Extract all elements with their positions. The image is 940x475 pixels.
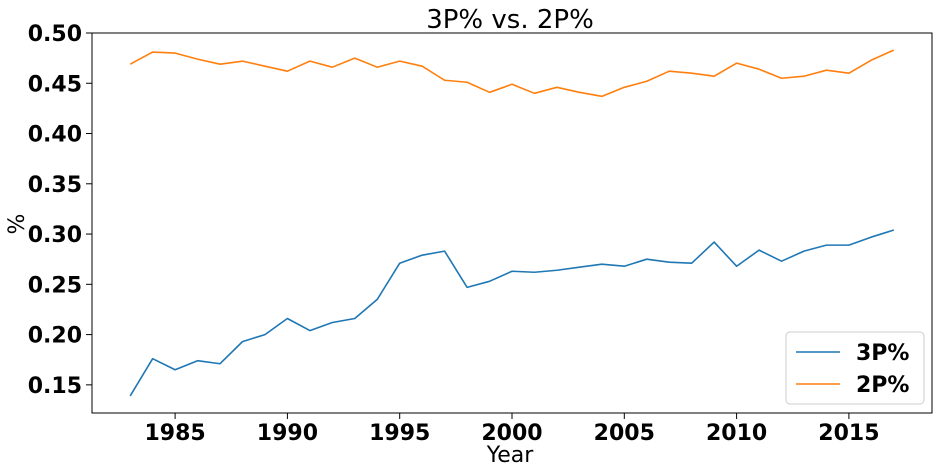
legend-label-3p: 3P%	[856, 341, 909, 366]
series-layer	[129, 49, 895, 397]
y-tick-label: 0.45	[28, 72, 82, 97]
x-tick-label: 1990	[257, 421, 318, 446]
x-tick-label: 2005	[594, 421, 655, 446]
series-line-3p	[129, 229, 895, 397]
y-tick-label: 0.30	[28, 223, 82, 248]
y-axis-label: %	[5, 214, 30, 235]
legend-label-2p: 2P%	[856, 373, 909, 398]
y-tick-label: 0.35	[28, 173, 82, 198]
legend-frame	[785, 331, 925, 405]
x-axis-label: Year	[486, 443, 535, 468]
y-axis: 0.15 0.20 0.25 0.30 0.35 0.40 0.45 0.50	[28, 22, 92, 399]
y-tick-label: 0.20	[28, 324, 82, 349]
x-tick-label: 2015	[818, 421, 879, 446]
x-axis: 1985 1990 1995 2000 2005 2010 2015	[144, 413, 880, 446]
x-tick-label: 2010	[706, 421, 767, 446]
x-tick-label: 1985	[144, 421, 205, 446]
series-line-2p	[129, 49, 895, 98]
y-tick-label: 0.15	[28, 374, 82, 399]
y-tick-label: 0.50	[28, 22, 82, 47]
legend: 3P%2P%	[785, 331, 925, 405]
x-tick-label: 2000	[481, 421, 542, 446]
chart-title: 3P% vs. 2P%	[426, 5, 594, 35]
y-tick-label: 0.40	[28, 123, 82, 148]
y-tick-label: 0.25	[28, 273, 82, 298]
x-tick-label: 1995	[369, 421, 430, 446]
